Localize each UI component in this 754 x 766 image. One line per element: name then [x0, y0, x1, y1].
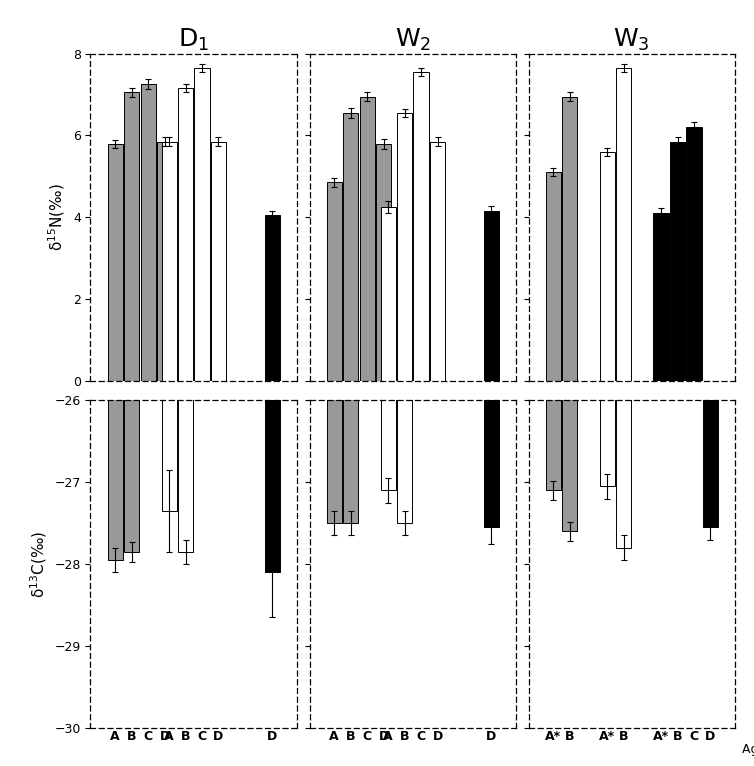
Bar [376, 143, 391, 381]
Bar [178, 88, 193, 381]
Bar [546, 0, 561, 490]
Bar [326, 182, 342, 381]
Bar [140, 84, 156, 381]
Y-axis label: δ$^{13}$C(‰): δ$^{13}$C(‰) [28, 531, 49, 597]
Bar [703, 0, 718, 527]
Title: D$_1$: D$_1$ [178, 27, 210, 53]
Bar [124, 93, 139, 381]
Bar [413, 72, 428, 381]
Bar [161, 0, 176, 511]
Bar [562, 97, 578, 381]
Bar [343, 113, 358, 381]
Bar [599, 0, 615, 486]
Bar [178, 0, 193, 552]
Bar [343, 0, 358, 523]
Bar [195, 68, 210, 381]
Bar [124, 0, 139, 552]
Bar [157, 142, 172, 381]
Bar [484, 211, 499, 381]
Text: Age Class: Age Class [742, 743, 754, 756]
Bar [484, 0, 499, 527]
Bar [381, 0, 396, 490]
Legend: Muscle, RBC, Plasma: Muscle, RBC, Plasma [550, 652, 634, 715]
Bar [546, 172, 561, 381]
Bar [430, 142, 445, 381]
Bar [616, 0, 631, 548]
Bar [108, 0, 123, 560]
Bar [265, 0, 280, 572]
Bar [616, 68, 631, 381]
Bar [381, 207, 396, 381]
Bar [599, 152, 615, 381]
Bar [211, 142, 226, 381]
Title: W$_2$: W$_2$ [394, 27, 431, 53]
Bar [397, 0, 412, 523]
Bar [562, 0, 578, 532]
Bar [265, 215, 280, 381]
Bar [654, 213, 669, 381]
Bar [397, 113, 412, 381]
Title: W$_3$: W$_3$ [614, 27, 650, 53]
Bar [360, 97, 375, 381]
Bar [686, 127, 701, 381]
Bar [108, 143, 123, 381]
Bar [326, 0, 342, 523]
Y-axis label: δ$^{15}$N(‰): δ$^{15}$N(‰) [47, 183, 67, 251]
Bar [161, 142, 176, 381]
Bar [670, 142, 685, 381]
